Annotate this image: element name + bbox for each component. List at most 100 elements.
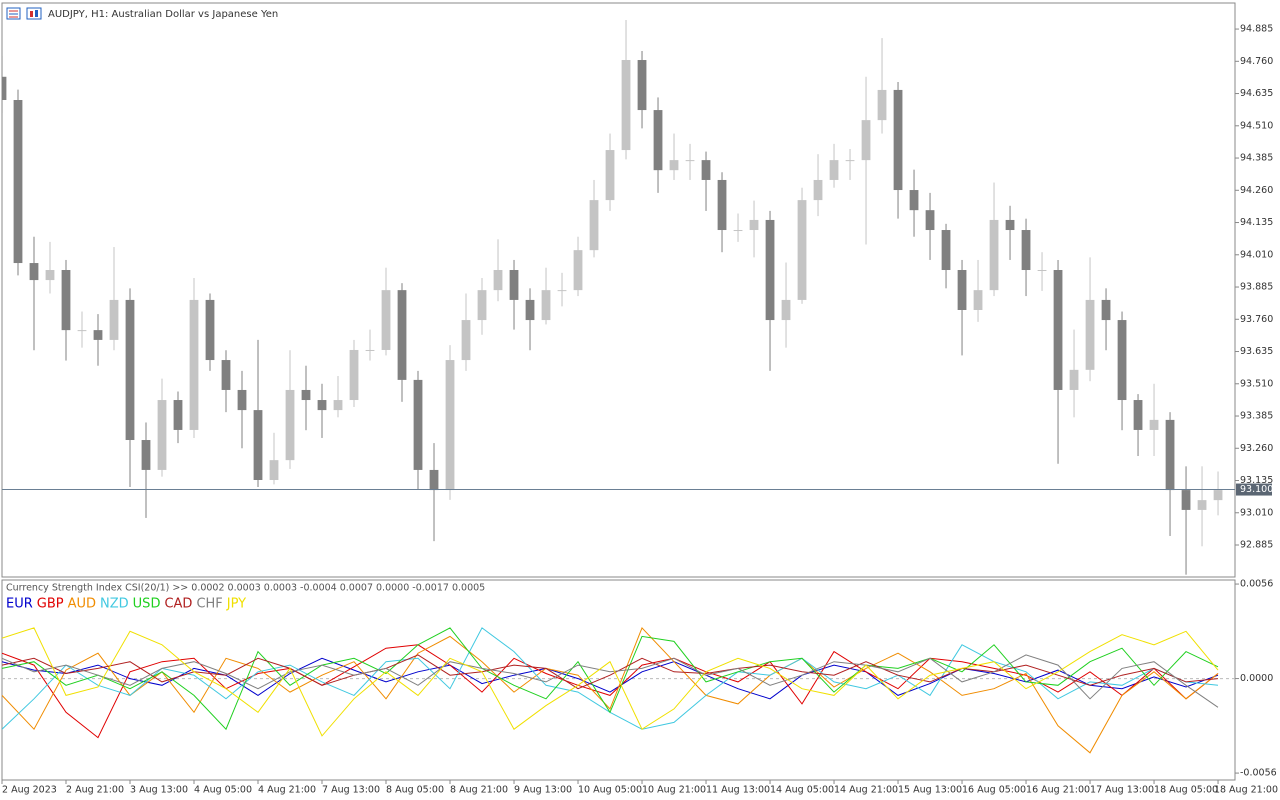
candle-body xyxy=(845,160,855,162)
y-tick-label: 94.385 xyxy=(1240,153,1273,164)
candle-body xyxy=(381,290,391,350)
candle-body xyxy=(29,263,39,281)
candle-body xyxy=(589,200,599,251)
candle-body xyxy=(1085,299,1095,370)
strength-line xyxy=(2,626,1219,754)
indicator-panel-frame xyxy=(1,579,1236,781)
candle-body xyxy=(909,190,919,211)
x-tick-label: 10 Aug 21:00 xyxy=(642,785,706,796)
strength-line xyxy=(2,627,1219,737)
y-tick-label: 94.260 xyxy=(1240,185,1273,196)
candle-body xyxy=(413,379,423,470)
y-tick-label: 93.760 xyxy=(1240,314,1273,325)
x-tick-label: 15 Aug 13:00 xyxy=(898,785,962,796)
x-tick-label: 17 Aug 13:00 xyxy=(1090,785,1154,796)
icon-bar xyxy=(35,10,38,17)
y-tick-label: 0.0000 xyxy=(1240,673,1273,684)
candles xyxy=(2,20,1223,575)
candle-body xyxy=(493,270,503,291)
x-tick-label: 4 Aug 21:00 xyxy=(258,785,316,796)
candle-body xyxy=(1053,270,1063,390)
candle-body xyxy=(509,270,519,300)
candle-body xyxy=(541,290,551,321)
y-tick-label: -0.0056 xyxy=(1240,768,1277,779)
y-tick-label: 94.135 xyxy=(1240,217,1273,228)
candle-body xyxy=(685,160,695,162)
x-tick-label: 2 Aug 21:00 xyxy=(66,785,124,796)
candle-body xyxy=(1213,490,1223,501)
candle-body xyxy=(45,270,55,281)
candle-body xyxy=(557,290,567,292)
legend-entry: AUD xyxy=(68,597,96,612)
main-panel-frame xyxy=(1,2,1236,578)
candle-body xyxy=(573,250,583,291)
candle-body xyxy=(1197,500,1207,510)
y-tick-label: 0.0056 xyxy=(1240,579,1273,590)
candle-body xyxy=(237,389,247,411)
candle-body xyxy=(141,440,151,470)
x-tick-label: 7 Aug 13:00 xyxy=(322,785,380,796)
x-tick-label: 10 Aug 05:00 xyxy=(578,785,642,796)
chart-title: AUDJPY, H1: Australian Dollar vs Japanes… xyxy=(48,9,278,20)
candle-body xyxy=(461,320,471,361)
candle-body xyxy=(13,99,23,264)
candle-body xyxy=(301,389,311,401)
candle-body xyxy=(621,60,631,151)
candle-body xyxy=(445,360,455,491)
candle-body xyxy=(861,120,871,161)
y-tick-label: 93.010 xyxy=(1240,507,1273,518)
candle-body xyxy=(1181,490,1191,510)
candle-body xyxy=(1021,230,1031,271)
indicator-title: Currency Strength Index CSI(20/1) >> 0.0… xyxy=(6,583,485,594)
strength-line xyxy=(2,654,1219,708)
candle-body xyxy=(973,290,983,310)
candle-body xyxy=(477,290,487,321)
candle-body xyxy=(429,469,439,491)
y-tick-label: 93.135 xyxy=(1240,475,1273,486)
legend-entry: GBP xyxy=(37,597,64,612)
strength-line xyxy=(2,644,1219,739)
y-tick-label: 94.010 xyxy=(1240,249,1273,260)
toolbar-icons xyxy=(6,7,42,20)
candle-body xyxy=(653,110,663,171)
candle-body xyxy=(333,400,343,411)
candle-body xyxy=(525,299,535,321)
candle-body xyxy=(957,270,967,310)
candle-body xyxy=(605,150,615,201)
candle-body xyxy=(925,210,935,231)
candle-body xyxy=(669,160,679,171)
x-tick-label: 3 Aug 13:00 xyxy=(130,785,188,796)
candle-body xyxy=(749,219,759,231)
candle-body xyxy=(157,400,167,470)
y-tick-label: 93.635 xyxy=(1240,346,1273,357)
indicator-lines xyxy=(2,626,1219,754)
x-tick-label: 8 Aug 05:00 xyxy=(386,785,444,796)
candle-body xyxy=(349,349,359,401)
icon-bar xyxy=(30,11,33,17)
legend-entry: EUR xyxy=(6,597,33,612)
candle-body xyxy=(1101,299,1111,321)
y-tick-label: 94.635 xyxy=(1240,88,1273,99)
y-tick-label: 94.885 xyxy=(1240,24,1273,35)
candle-body xyxy=(813,179,823,201)
candle-body xyxy=(829,160,839,180)
candle-body xyxy=(189,299,199,430)
candle-body xyxy=(941,230,951,271)
candle-body xyxy=(765,219,775,321)
icon-chart[interactable] xyxy=(26,7,42,20)
candle-body xyxy=(365,349,375,351)
candle-body xyxy=(221,360,231,390)
candle-body xyxy=(1133,400,1143,430)
candle-body xyxy=(317,400,327,411)
candle-body xyxy=(77,330,87,332)
legend-entry: CAD xyxy=(164,597,192,612)
candle-body xyxy=(125,299,135,441)
legend-entry: CHF xyxy=(196,597,222,612)
x-tick-label: 11 Aug 13:00 xyxy=(706,785,770,796)
candle-body xyxy=(1037,270,1047,272)
candle-body xyxy=(1005,219,1015,231)
y-tick-label: 94.510 xyxy=(1240,120,1273,131)
candle-body xyxy=(717,179,727,231)
candle-body xyxy=(61,270,71,331)
candle-body xyxy=(893,89,903,191)
